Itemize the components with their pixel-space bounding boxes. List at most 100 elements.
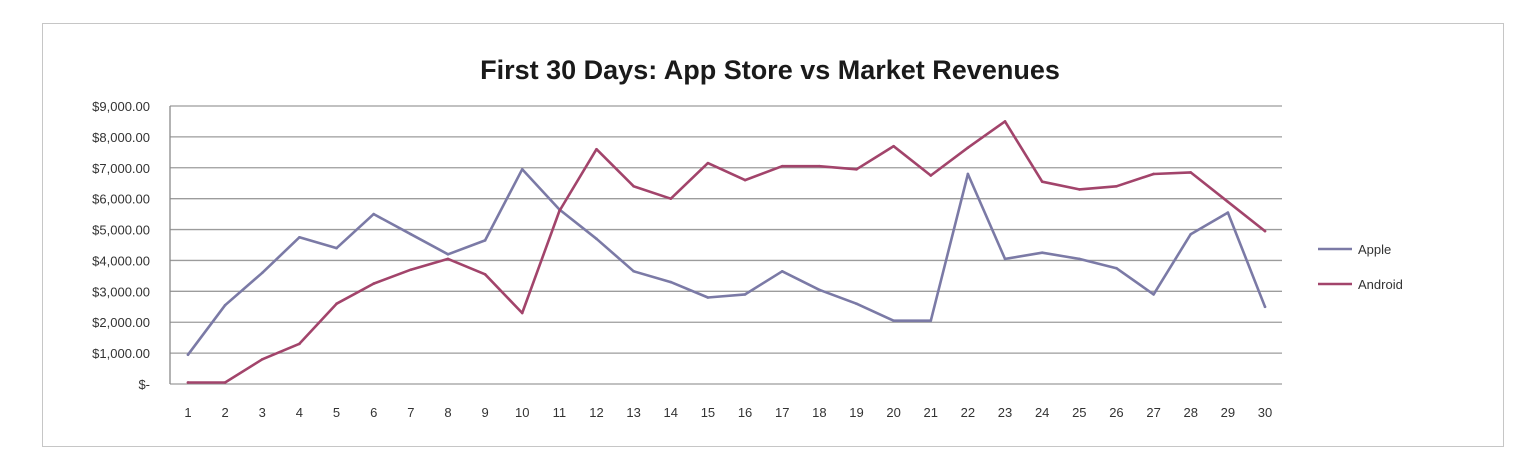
data-point-android xyxy=(1263,229,1267,233)
data-point-apple xyxy=(520,168,524,171)
x-tick-label: 16 xyxy=(738,405,752,420)
series-line-android xyxy=(186,120,1267,384)
data-point-apple xyxy=(409,232,413,236)
data-point-android xyxy=(855,168,858,171)
x-tick-label: 7 xyxy=(407,405,414,420)
x-tick-label: 18 xyxy=(812,405,826,420)
data-point-android xyxy=(743,178,747,182)
data-point-apple xyxy=(335,246,338,250)
y-tick-label: $4,000.00 xyxy=(92,253,150,268)
y-tick-label: $2,000.00 xyxy=(92,315,150,330)
data-point-apple xyxy=(966,172,970,176)
chart-frame xyxy=(42,23,1504,447)
legend-label-android: Android xyxy=(1358,277,1403,292)
data-point-apple xyxy=(706,296,710,299)
data-point-apple xyxy=(298,235,301,239)
x-tick-label: 5 xyxy=(333,405,340,420)
x-tick-label: 11 xyxy=(553,405,567,420)
x-tick-label: 24 xyxy=(1035,405,1049,420)
data-point-apple xyxy=(780,269,784,273)
x-tick-label: 22 xyxy=(961,405,975,420)
x-tick-label: 20 xyxy=(886,405,900,420)
chart-title: First 30 Days: App Store vs Market Reven… xyxy=(480,55,1060,85)
x-tick-label: 27 xyxy=(1146,405,1160,420)
data-point-android xyxy=(372,282,375,285)
x-tick-label: 28 xyxy=(1183,405,1197,420)
data-point-apple xyxy=(1152,293,1155,296)
data-point-android xyxy=(298,342,301,346)
data-point-android xyxy=(929,174,933,177)
x-tick-label: 23 xyxy=(998,405,1012,420)
data-point-apple xyxy=(929,319,933,322)
y-tick-label: $6,000.00 xyxy=(92,192,150,207)
data-point-apple xyxy=(223,303,227,307)
y-tick-label: $3,000.00 xyxy=(92,284,150,299)
data-point-apple xyxy=(1189,232,1193,236)
data-point-android xyxy=(632,185,635,188)
data-point-apple xyxy=(483,239,487,242)
data-point-android xyxy=(1040,180,1044,183)
data-point-apple xyxy=(1003,257,1007,261)
x-tick-label: 17 xyxy=(775,405,789,420)
data-point-apple xyxy=(1263,305,1267,309)
data-point-android xyxy=(892,144,895,148)
data-point-android xyxy=(520,311,524,315)
x-tick-label: 29 xyxy=(1221,405,1235,420)
x-tick-label: 13 xyxy=(626,405,640,420)
x-tick-label: 15 xyxy=(701,405,715,420)
data-point-apple xyxy=(743,293,747,296)
data-point-apple xyxy=(1115,266,1118,270)
x-tick-label: 26 xyxy=(1109,405,1123,420)
data-point-android xyxy=(818,164,821,168)
data-point-apple xyxy=(260,271,264,275)
x-tick-label: 4 xyxy=(296,405,303,420)
y-tick-label: $7,000.00 xyxy=(92,161,150,176)
x-tick-label: 2 xyxy=(222,405,229,420)
data-point-android xyxy=(1003,120,1007,123)
data-point-apple xyxy=(818,288,821,292)
data-point-apple xyxy=(446,252,450,256)
series-line-apple xyxy=(186,168,1267,357)
x-tick-label: 10 xyxy=(515,405,529,420)
y-tick-label: $5,000.00 xyxy=(92,223,150,238)
data-point-android xyxy=(1226,200,1230,204)
data-point-android xyxy=(706,161,710,165)
data-point-android xyxy=(966,146,970,149)
x-tick-label: 21 xyxy=(924,405,938,420)
data-point-android xyxy=(1078,188,1081,191)
data-point-android xyxy=(223,381,227,384)
x-tick-label: 19 xyxy=(849,405,863,420)
y-tick-label: $9,000.00 xyxy=(92,99,150,114)
data-point-apple xyxy=(1226,211,1230,214)
data-point-apple xyxy=(1040,251,1044,255)
data-point-apple xyxy=(892,319,895,322)
legend-label-apple: Apple xyxy=(1358,242,1391,257)
data-point-android xyxy=(1152,172,1155,176)
data-point-apple xyxy=(855,302,858,305)
x-tick-label: 30 xyxy=(1258,405,1272,420)
data-point-android xyxy=(1115,185,1118,188)
x-tick-label: 8 xyxy=(444,405,451,420)
y-tick-label: $8,000.00 xyxy=(92,130,150,145)
y-tick-label: $- xyxy=(138,377,150,392)
data-point-apple xyxy=(632,269,635,273)
x-tick-label: 1 xyxy=(184,405,191,420)
data-point-android xyxy=(669,197,673,200)
data-point-android xyxy=(186,381,190,384)
data-point-android xyxy=(335,302,338,305)
x-tick-label: 9 xyxy=(481,405,488,420)
data-point-android xyxy=(780,164,784,168)
data-point-android xyxy=(483,273,487,276)
x-tick-label: 6 xyxy=(370,405,377,420)
x-tick-label: 14 xyxy=(664,405,678,420)
data-point-android xyxy=(1189,171,1193,174)
data-point-apple xyxy=(372,212,375,216)
y-tick-label: $1,000.00 xyxy=(92,346,150,361)
data-point-android xyxy=(595,147,598,151)
data-point-apple xyxy=(186,353,190,356)
x-tick-label: 12 xyxy=(589,405,603,420)
data-point-android xyxy=(409,268,413,272)
x-tick-label: 25 xyxy=(1072,405,1086,420)
data-point-android xyxy=(260,357,264,361)
